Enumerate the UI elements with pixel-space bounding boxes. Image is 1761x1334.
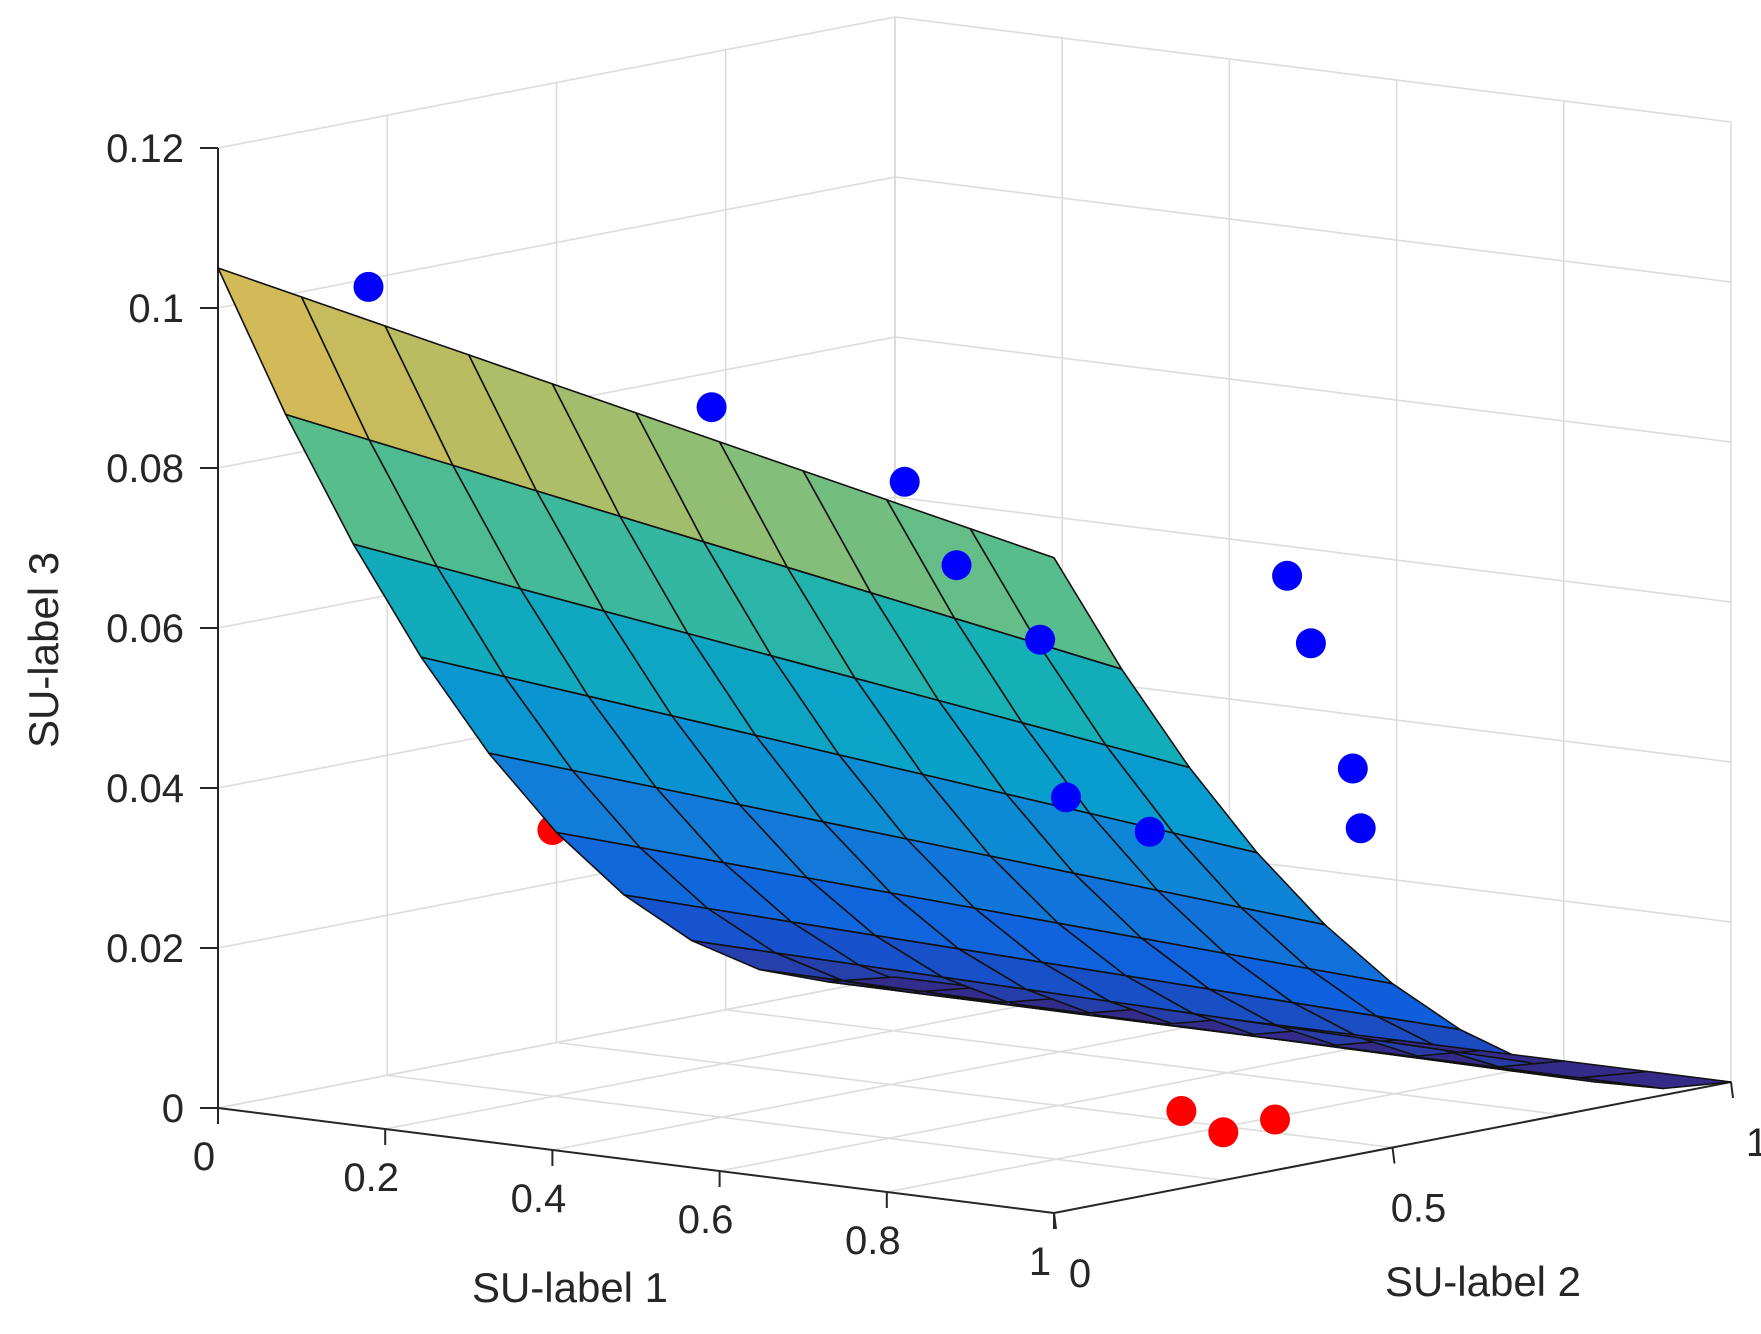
z-grid-back-wall — [894, 16, 1732, 123]
class-blue-point — [1272, 560, 1303, 591]
z-tick-label: 0.06 — [106, 607, 184, 651]
class-blue-point — [1337, 753, 1368, 784]
y-grid-floor — [387, 1074, 1224, 1182]
class-blue-point — [1051, 782, 1081, 813]
x-tick-label: 1 — [1029, 1240, 1051, 1284]
z-tick-label: 0.04 — [106, 767, 184, 811]
y-tick-mark — [1391, 1147, 1396, 1164]
x-tick-label: 0.6 — [678, 1198, 734, 1242]
x-axis-line — [217, 1107, 1055, 1214]
class-blue-point — [696, 392, 727, 423]
surface-patch — [1578, 1070, 1732, 1090]
x-tick-label: 0.2 — [343, 1156, 399, 1200]
z-axis-label: SU-label 3 — [20, 552, 67, 748]
class-blue-point — [941, 550, 972, 581]
z-grid-back-wall — [894, 176, 1732, 283]
x-tick-label: 0 — [193, 1135, 215, 1179]
y-grid-floor — [556, 1041, 1393, 1149]
surface-layer — [217, 267, 1732, 1090]
y-grid-floor — [725, 1008, 1562, 1116]
y-tick-mark — [1730, 1081, 1734, 1099]
x-axis-label: SU-label 1 — [472, 1264, 668, 1311]
z-grid-back-wall — [894, 336, 1732, 443]
x-tick-label: 0.4 — [511, 1177, 567, 1221]
class-red-point — [1208, 1117, 1239, 1148]
z-grid-back-wall — [894, 496, 1732, 603]
z-tick-label: 0.12 — [106, 127, 184, 171]
z-tick-label: 0.02 — [106, 927, 184, 971]
axis-layer — [200, 147, 1734, 1230]
class-blue-point — [1134, 816, 1165, 847]
y-tick-label: 0 — [1069, 1252, 1091, 1296]
points-front-layer — [353, 271, 1376, 847]
z-tick-label: 0.08 — [106, 447, 184, 491]
y-tick-mark — [1053, 1212, 1057, 1230]
y-tick-label: 0.5 — [1391, 1187, 1447, 1231]
class-blue-point — [1025, 624, 1056, 655]
z-tick-label: 0 — [162, 1087, 184, 1131]
class-blue-point — [1345, 813, 1376, 844]
class-red-point — [1260, 1104, 1290, 1135]
x-tick-label: 0.8 — [845, 1219, 901, 1263]
y-tick-label: 1 — [1746, 1121, 1761, 1165]
z-tick-label: 0.1 — [128, 287, 184, 331]
class-blue-point — [889, 466, 920, 497]
label-layer: SU-label 1 SU-label 2 SU-label 3 0 0.2 0.4… — [20, 127, 1761, 1311]
y-axis-label: SU-label 2 — [1385, 1258, 1581, 1305]
class-blue-point — [353, 271, 384, 302]
class-blue-point — [1295, 628, 1326, 659]
class-red-point — [1166, 1096, 1197, 1126]
